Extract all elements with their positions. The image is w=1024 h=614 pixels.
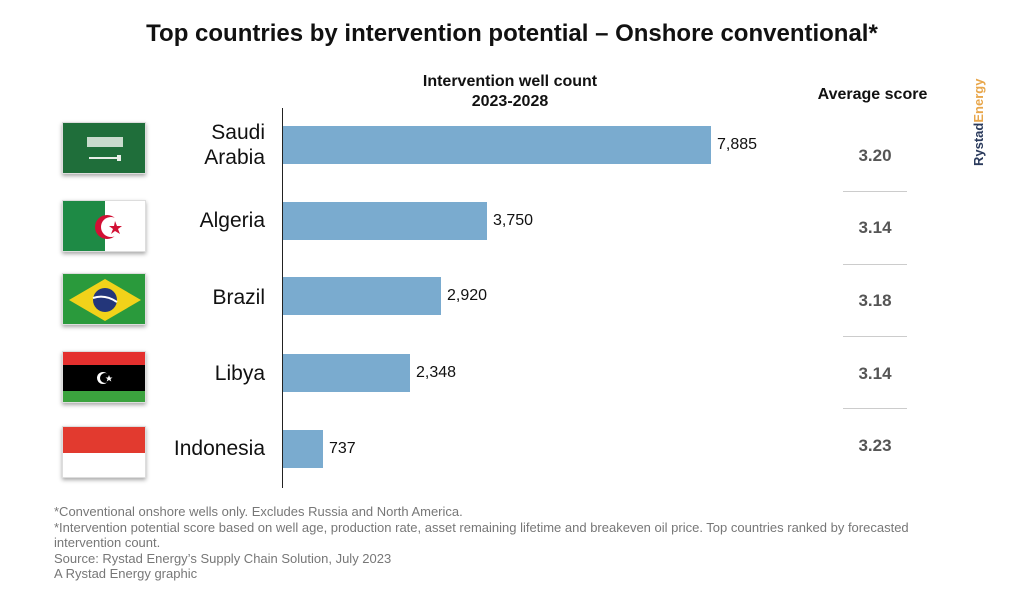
average-score-saudi-arabia: 3.20 bbox=[858, 146, 892, 165]
category-axis-line bbox=[282, 108, 283, 488]
footnote-line: *Intervention potential score based on w… bbox=[54, 519, 909, 551]
indonesia-flag-icon bbox=[62, 426, 146, 478]
bar-indonesia bbox=[283, 430, 323, 468]
country-name-line: Arabia bbox=[204, 146, 265, 169]
source-line: Source: Rystad Energy’s Supply Chain Sol… bbox=[54, 550, 392, 566]
brazil-flag-icon bbox=[62, 273, 146, 325]
libya-flag-icon bbox=[62, 351, 146, 403]
bar-value-label: 2,920 bbox=[447, 287, 488, 304]
bar-value-label: 2,348 bbox=[416, 364, 457, 381]
country-name-line: Brazil bbox=[212, 286, 265, 309]
score-separator bbox=[843, 408, 907, 409]
score-separator bbox=[843, 336, 907, 337]
bar-value-label: 7,885 bbox=[717, 136, 758, 153]
country-name-line: Algeria bbox=[199, 209, 265, 232]
bar-algeria bbox=[283, 202, 487, 240]
brand-part-2: Energy bbox=[971, 78, 986, 123]
country-label-libya: Libya bbox=[150, 361, 265, 386]
score-separator bbox=[843, 191, 907, 192]
average-score-indonesia: 3.23 bbox=[858, 436, 892, 455]
credit-line: A Rystad Energy graphic bbox=[54, 566, 198, 581]
chart-title: Top countries by intervention potential … bbox=[146, 20, 878, 47]
bar-value-label: 3,750 bbox=[493, 212, 534, 229]
brand-part-1: Rystad bbox=[971, 122, 986, 166]
bar-header-line-2: 2023-2028 bbox=[471, 93, 549, 110]
bar-libya bbox=[283, 354, 410, 392]
bar-saudi-arabia bbox=[283, 126, 711, 164]
bar-value-label: 737 bbox=[329, 440, 356, 457]
bar-header-line-1: Intervention well count bbox=[422, 73, 598, 90]
saudi-arabia-flag-icon bbox=[62, 122, 146, 174]
country-label-brazil: Brazil bbox=[150, 285, 265, 310]
country-name-line: Saudi bbox=[211, 121, 265, 144]
country-label-indonesia: Indonesia bbox=[150, 436, 265, 461]
average-score-brazil: 3.18 bbox=[858, 291, 892, 310]
average-score-algeria: 3.14 bbox=[858, 218, 892, 237]
bar-column-header: Intervention well count 2023-2028 bbox=[395, 72, 625, 112]
footnotes: *Conventional onshore wells only. Exclud… bbox=[54, 504, 974, 582]
score-separator bbox=[843, 264, 907, 265]
average-score-header: Average score bbox=[817, 86, 928, 103]
footnote-line: *Conventional onshore wells only. Exclud… bbox=[54, 504, 463, 519]
country-name-line: Libya bbox=[214, 362, 265, 385]
algeria-flag-icon bbox=[62, 200, 146, 252]
country-label-algeria: Algeria bbox=[150, 208, 265, 233]
bar-brazil bbox=[283, 277, 441, 315]
country-name-line: Indonesia bbox=[173, 437, 265, 460]
average-score-libya: 3.14 bbox=[858, 364, 892, 383]
rystad-energy-logo: RystadEnergy bbox=[971, 79, 986, 166]
country-label-saudi-arabia: Saudi Arabia bbox=[150, 120, 265, 170]
